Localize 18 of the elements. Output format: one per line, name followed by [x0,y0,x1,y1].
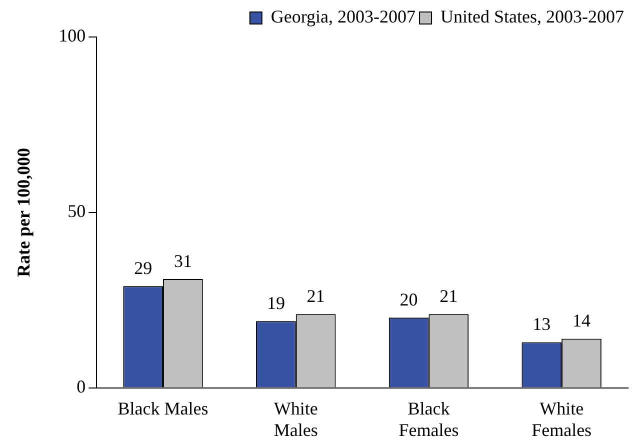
x-tick-label: White Males [274,398,318,440]
y-axis-title: Rate per 100,000 [13,148,34,277]
data-label: 29 [134,258,152,278]
data-label: 19 [266,292,285,313]
data-label: 21 [306,286,325,306]
y-tick-label: 100 [58,26,86,46]
y-tick-label: 0 [76,376,86,397]
data-label: 14 [572,310,591,330]
y-tick-label: 50 [68,201,86,222]
data-label: 13 [532,314,551,334]
legend-label: Georgia, 2003-2007 [270,6,416,27]
x-tick-label: White Females [532,398,592,440]
data-label: 20 [400,289,418,310]
x-tick-label: Black Males [118,398,208,418]
legend-label: United States, 2003-2007 [440,6,624,27]
data-label: 31 [174,250,192,271]
data-label: 21 [440,286,458,306]
x-tick-label: Black Females [398,398,459,440]
